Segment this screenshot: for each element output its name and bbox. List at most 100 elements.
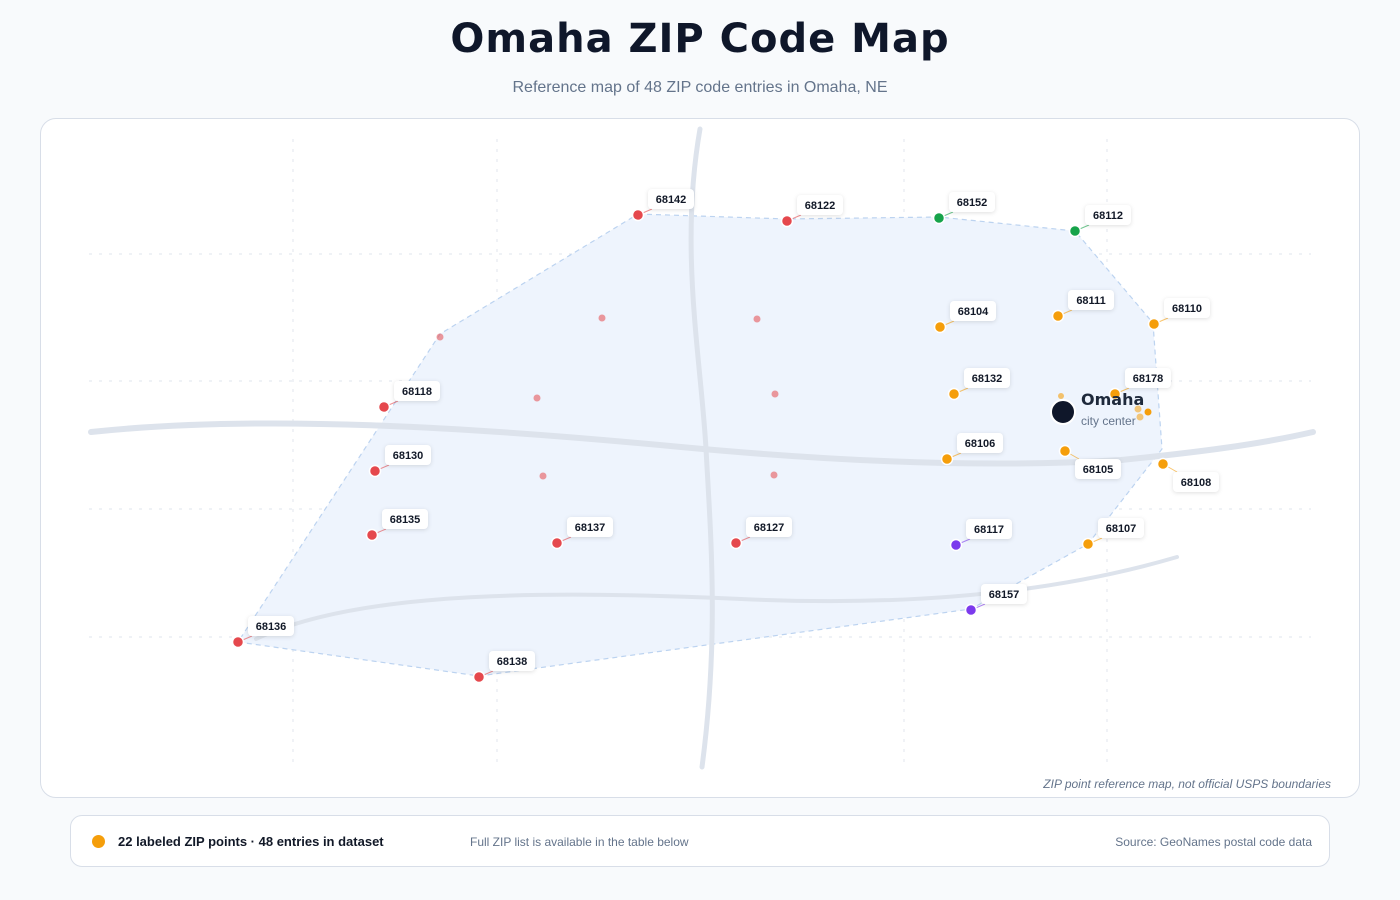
zip-point[interactable] xyxy=(472,670,486,684)
zip-point[interactable] xyxy=(1051,309,1065,323)
zip-point[interactable] xyxy=(729,536,743,550)
zip-marker-68110[interactable]: 68110 xyxy=(1147,298,1211,331)
zip-point[interactable] xyxy=(947,387,961,401)
zip-point[interactable] xyxy=(550,536,564,550)
river-road xyxy=(688,126,715,770)
zip-marker-68136[interactable]: 68136 xyxy=(231,616,295,649)
zip-point[interactable] xyxy=(964,603,978,617)
zip-marker-68104[interactable]: 68104 xyxy=(933,301,997,334)
zip-label-box xyxy=(489,651,535,671)
unlabeled-zip-point[interactable] xyxy=(753,315,761,323)
zip-marker-68132[interactable]: 68132 xyxy=(947,368,1011,401)
zip-label-box xyxy=(1098,518,1144,538)
zip-marker-68178[interactable]: 68178 xyxy=(1108,368,1172,401)
zip-label: 68157 xyxy=(989,589,1020,601)
zip-label-box xyxy=(1173,472,1219,492)
zip-point[interactable] xyxy=(933,320,947,334)
highway-road xyxy=(88,420,1316,467)
zip-marker-68107[interactable]: 68107 xyxy=(1081,518,1145,551)
zip-marker-68138[interactable]: 68138 xyxy=(472,651,536,684)
map-panel[interactable]: 68142 68122 68152 68112 68104 68111 68110 68178… xyxy=(40,118,1360,798)
unlabeled-zip-point[interactable] xyxy=(771,390,779,398)
map-canvas[interactable]: 68142 68122 68152 68112 68104 68111 68110 68178… xyxy=(41,119,1359,797)
zip-point[interactable] xyxy=(949,538,963,552)
zip-point[interactable] xyxy=(1108,387,1122,401)
zip-label: 68142 xyxy=(656,194,687,206)
zip-label-box xyxy=(567,517,613,537)
unlabeled-zip-point[interactable] xyxy=(1134,405,1142,413)
unlabeled-zip-points xyxy=(436,314,779,480)
zip-marker-68130[interactable]: 68130 xyxy=(368,445,432,478)
zip-marker-68112[interactable]: 68112 xyxy=(1068,205,1132,238)
zip-label: 68106 xyxy=(965,438,996,450)
zip-marker-68108[interactable]: 68108 xyxy=(1156,457,1220,493)
zip-label: 68135 xyxy=(390,514,421,526)
zip-label-box xyxy=(966,519,1012,539)
map-disclaimer: ZIP point reference map, not official US… xyxy=(1043,777,1331,791)
zip-label-box xyxy=(797,195,843,215)
zip-coverage-area xyxy=(236,213,1163,677)
unlabeled-zip-point[interactable] xyxy=(598,314,606,322)
zip-point[interactable] xyxy=(1147,317,1161,331)
zip-marker-68106[interactable]: 68106 xyxy=(940,433,1004,466)
zip-marker-68135[interactable]: 68135 xyxy=(365,509,429,542)
zip-marker-68117[interactable]: 68117 xyxy=(949,519,1013,552)
zip-marker-68111[interactable]: 68111 xyxy=(1051,290,1115,323)
zip-marker-68105[interactable]: 68105 xyxy=(1058,444,1122,480)
zip-label: 68110 xyxy=(1172,303,1202,315)
zip-label: 68137 xyxy=(575,522,606,534)
zip-label-box xyxy=(981,584,1027,604)
page-title: Omaha ZIP Code Map xyxy=(450,16,950,62)
zip-label-box xyxy=(1085,205,1131,225)
zip-marker-68127[interactable]: 68127 xyxy=(729,517,793,550)
unlabeled-zip-point[interactable] xyxy=(1058,393,1064,399)
zip-label-box xyxy=(385,445,431,465)
zip-marker-68157[interactable]: 68157 xyxy=(964,584,1028,617)
zip-label-box xyxy=(957,433,1003,453)
zip-label: 68138 xyxy=(497,656,528,668)
unlabeled-zip-point[interactable] xyxy=(436,333,444,341)
zip-label-box xyxy=(394,381,440,401)
zip-point[interactable] xyxy=(1156,457,1170,471)
zip-point[interactable] xyxy=(231,635,245,649)
zip-point[interactable] xyxy=(932,211,946,225)
zip-point[interactable] xyxy=(1081,537,1095,551)
zip-point[interactable] xyxy=(377,400,391,414)
city-name-label: Omaha xyxy=(1081,390,1144,409)
unlabeled-zip-point[interactable] xyxy=(1144,408,1152,416)
zip-marker-68142[interactable]: 68142 xyxy=(631,189,695,222)
zip-label: 68111 xyxy=(1076,295,1105,307)
zip-marker-68122[interactable]: 68122 xyxy=(780,195,844,228)
zip-point[interactable] xyxy=(631,208,645,222)
page-subtitle: Reference map of 48 ZIP code entries in … xyxy=(512,79,888,96)
zip-label: 68136 xyxy=(256,621,287,633)
zip-label: 68105 xyxy=(1083,464,1114,476)
zip-point[interactable] xyxy=(368,464,382,478)
roads xyxy=(88,126,1316,770)
zip-label: 68152 xyxy=(957,197,988,209)
zip-label: 68178 xyxy=(1133,373,1164,385)
zip-point[interactable] xyxy=(1068,224,1082,238)
unlabeled-zip-point[interactable] xyxy=(533,394,541,402)
zip-label: 68127 xyxy=(754,522,785,534)
downtown-cluster xyxy=(1058,393,1152,421)
zip-markers: 68142 68122 68152 68112 68104 68111 68110 68178… xyxy=(231,189,1220,684)
zip-label: 68107 xyxy=(1106,523,1137,535)
zip-marker-68137[interactable]: 68137 xyxy=(550,517,614,550)
unlabeled-zip-point[interactable] xyxy=(770,471,778,479)
city-caption-label: city center xyxy=(1081,414,1136,428)
zip-marker-68118[interactable]: 68118 xyxy=(377,381,441,414)
zip-label: 68118 xyxy=(402,386,432,398)
zip-marker-68152[interactable]: 68152 xyxy=(932,192,996,225)
zip-point[interactable] xyxy=(365,528,379,542)
south-road xyxy=(254,555,1179,641)
city-center-marker[interactable]: Omaha city center xyxy=(1050,390,1144,428)
legend-dot-icon xyxy=(92,835,105,848)
zip-point[interactable] xyxy=(1058,444,1072,458)
zip-point[interactable] xyxy=(940,452,954,466)
unlabeled-zip-point[interactable] xyxy=(1136,413,1144,421)
unlabeled-zip-point[interactable] xyxy=(539,472,547,480)
zip-label-box xyxy=(1075,459,1121,479)
zip-label-box xyxy=(1068,290,1114,310)
zip-point[interactable] xyxy=(780,214,794,228)
